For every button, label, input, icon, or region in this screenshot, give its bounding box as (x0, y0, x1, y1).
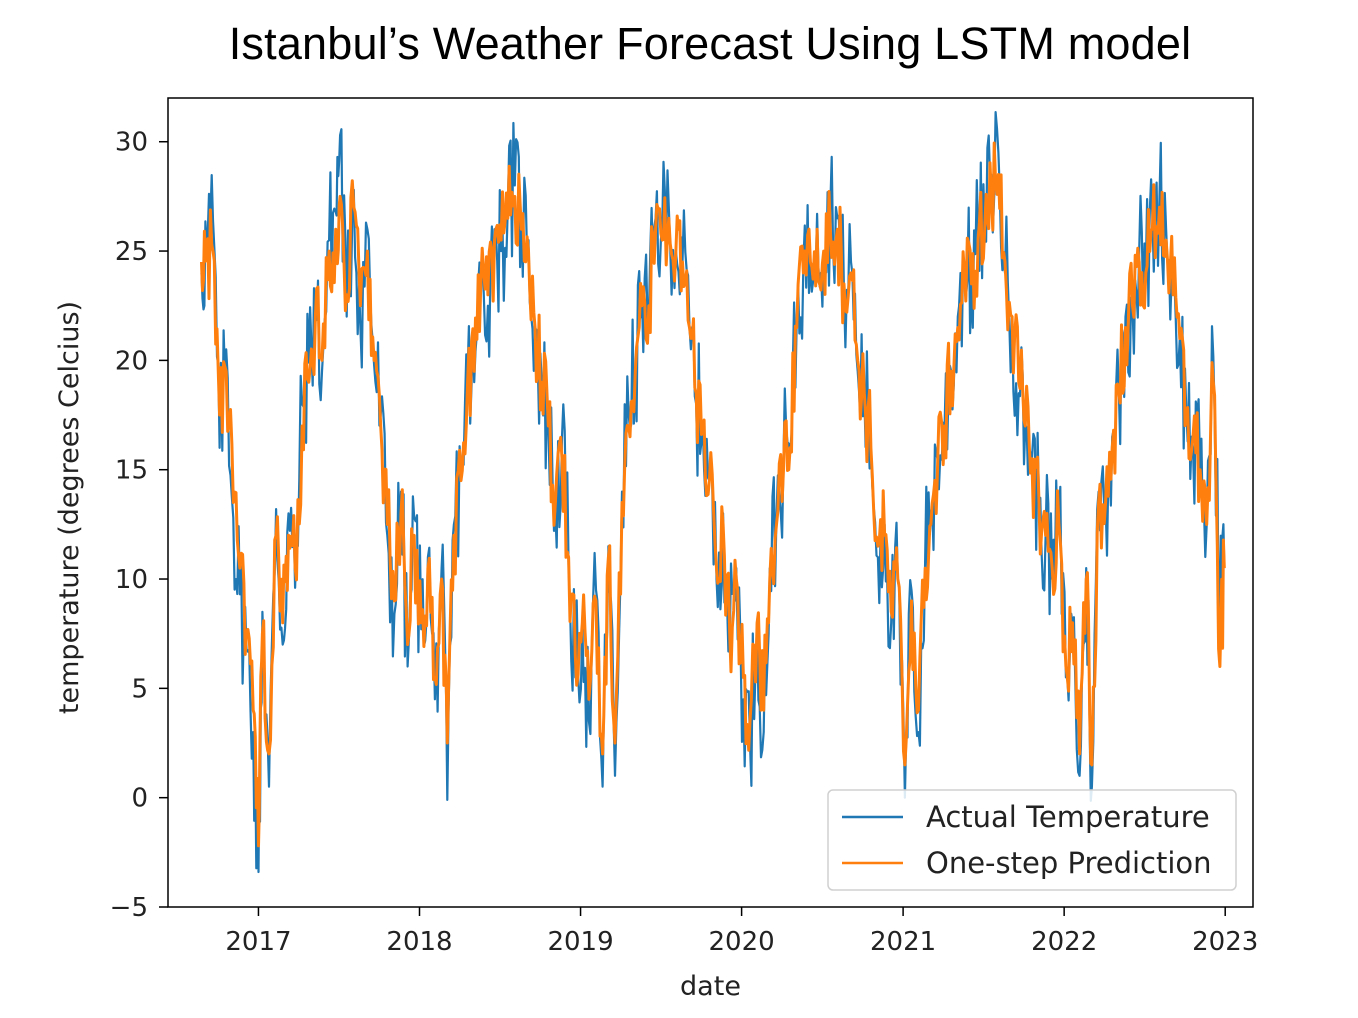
x-tick-label: 2022 (1031, 927, 1097, 957)
y-tick-label: 5 (131, 674, 148, 704)
x-tick-label: 2019 (547, 927, 613, 957)
y-tick-label: 0 (131, 784, 148, 814)
x-tick-label: 2018 (386, 927, 452, 957)
legend-label-prediction: One-step Prediction (926, 846, 1212, 880)
x-tick-label: 2017 (225, 927, 291, 957)
y-tick-label: 10 (115, 565, 148, 595)
x-tick-label: 2021 (870, 927, 936, 957)
y-axis-label: temperature (degrees Celcius) (54, 301, 85, 714)
y-tick-label: 15 (115, 456, 148, 486)
x-axis: 2017 2018 2019 2020 2021 2022 2023 (225, 907, 1258, 957)
y-tick-label: 30 (115, 128, 148, 158)
x-tick-label: 2020 (709, 927, 775, 957)
legend: Actual Temperature One-step Prediction (827, 789, 1237, 891)
x-axis-label: date (680, 971, 741, 1002)
series-line-prediction (200, 141, 1226, 848)
y-axis: −5 0 5 10 15 20 25 30 (110, 128, 168, 923)
legend-label-actual: Actual Temperature (926, 800, 1210, 834)
x-tick-label: 2023 (1192, 927, 1258, 957)
y-tick-label: 20 (115, 346, 148, 376)
y-tick-label: −5 (110, 893, 148, 923)
y-tick-label: 25 (115, 237, 148, 267)
legend-box (827, 789, 1237, 891)
series-layer (200, 110, 1226, 874)
plot-frame (167, 97, 1254, 908)
chart-title: Istanbul’s Weather Forecast Using LSTM m… (228, 18, 1192, 69)
